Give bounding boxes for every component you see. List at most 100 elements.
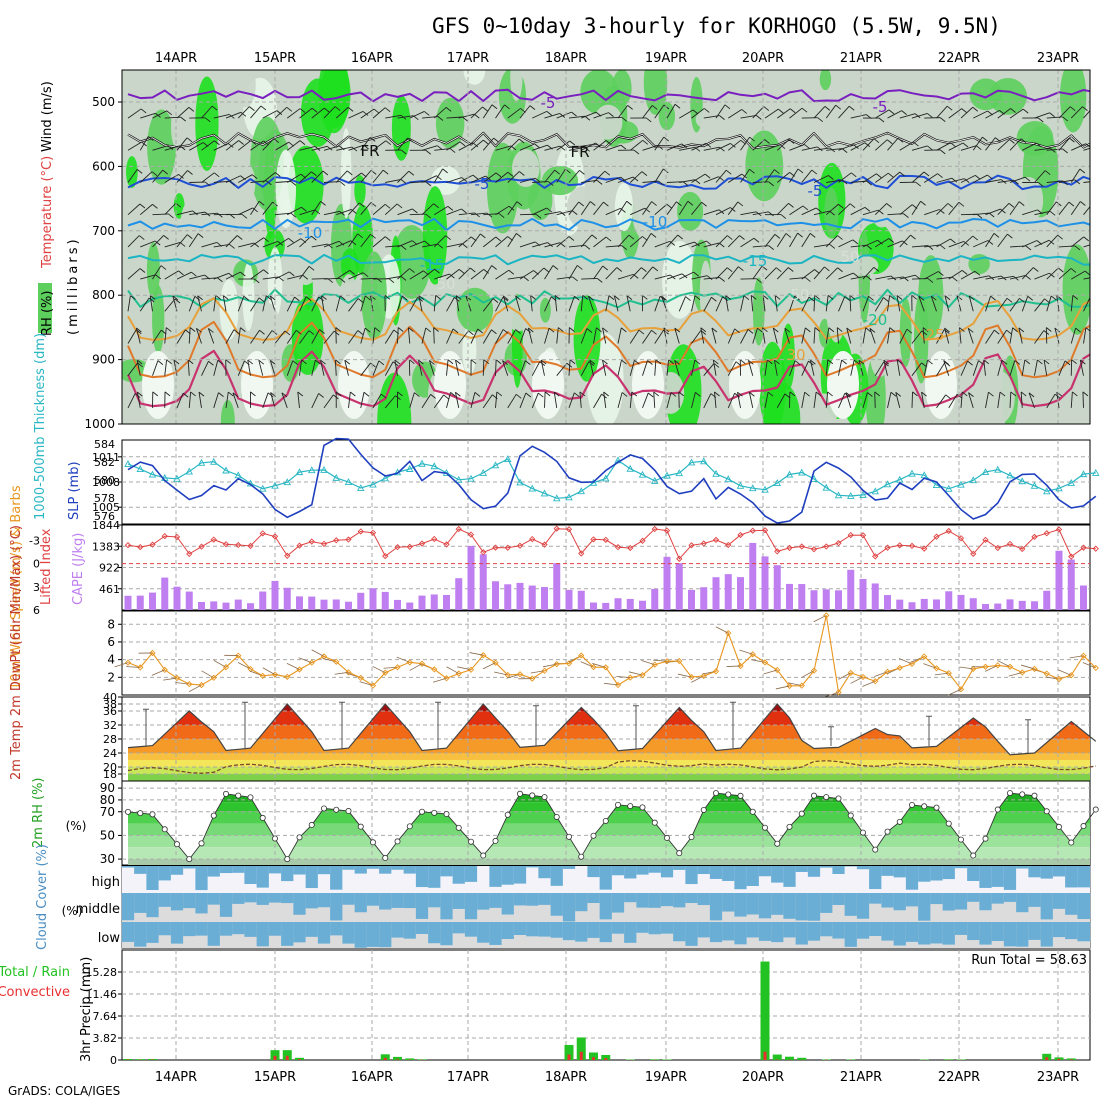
cape-bar — [467, 545, 475, 610]
cloud-cell — [158, 922, 172, 936]
wind-barb — [838, 296, 846, 312]
wind-barb — [784, 328, 790, 344]
wind-barb-flag — [937, 173, 943, 179]
wind-marker — [578, 652, 585, 659]
wind-barb-flag — [906, 328, 913, 334]
wind-marker — [455, 670, 462, 677]
wind-barb — [323, 394, 334, 409]
wind-barb-flag — [434, 268, 440, 274]
wind-barb-flag — [682, 181, 689, 186]
contour-label: -10 — [643, 213, 668, 231]
wind-barb — [653, 391, 656, 408]
rh2m-point — [884, 828, 891, 835]
wind-barb — [397, 295, 403, 312]
wind-barb — [164, 327, 167, 344]
wind-barb-flag — [951, 177, 958, 183]
wind-barb — [335, 295, 341, 312]
wind-barb — [482, 329, 492, 344]
wind-barb — [801, 360, 809, 376]
wind-barb-flag — [849, 203, 856, 209]
wind-barb — [602, 327, 607, 344]
slp-axis-label: SLP (mb) — [67, 461, 82, 520]
wind-barb — [1082, 391, 1084, 408]
wind-barb — [862, 392, 868, 409]
rh2m-point — [1019, 791, 1026, 798]
wind-barb-flag — [196, 327, 202, 333]
wind-barb-flag — [515, 329, 521, 334]
wind-barb — [899, 274, 916, 280]
wind-barb-flag — [229, 114, 235, 119]
wind-barb — [372, 236, 386, 248]
top-date-label: 19APR — [645, 51, 687, 66]
wind-barb-flag — [384, 203, 391, 209]
wind-barb — [530, 670, 545, 674]
cloud-cell — [538, 922, 552, 937]
cloud-cell — [366, 866, 380, 869]
rh2m-point — [1080, 823, 1087, 830]
cloud-cell — [452, 922, 466, 934]
wind-barb — [286, 662, 300, 670]
wind-barb-flag — [136, 169, 143, 174]
wind-barb-flag — [302, 274, 309, 280]
wind-barb — [1083, 205, 1090, 215]
wind-barb — [674, 328, 680, 344]
wind-barb — [470, 106, 483, 119]
axis-tick-label: 30 — [100, 852, 115, 866]
wind-barb — [553, 392, 558, 408]
wind-barb — [887, 327, 891, 344]
wind-barb — [911, 171, 925, 183]
wind-barb-flag — [767, 391, 774, 397]
wind-barb-flag — [459, 141, 466, 147]
wind-barb-flag — [867, 392, 873, 397]
wind-barb-flag — [218, 392, 224, 397]
cape-bar — [859, 578, 867, 610]
wind-marker — [921, 653, 928, 660]
wind-barb-flag — [895, 392, 902, 397]
cloud-cell — [1016, 866, 1029, 869]
wind-barb-flag — [382, 169, 389, 175]
wind-barb-flag — [805, 277, 811, 282]
wind-barb — [126, 666, 141, 668]
wind-barb — [752, 265, 763, 280]
wind-barb — [825, 235, 838, 248]
wind-barb — [482, 265, 493, 280]
wind-barb — [691, 275, 708, 280]
wind-barb — [372, 203, 386, 216]
wind-barb-flag — [175, 202, 182, 208]
axis-tick-label: 90 — [100, 781, 115, 795]
wind-barb — [801, 392, 806, 408]
cloud-cell — [244, 922, 258, 937]
wind-barb — [629, 236, 643, 248]
wind-barb-flag — [1070, 268, 1077, 273]
cloud-cell — [685, 893, 699, 904]
cloud-cell — [624, 922, 637, 943]
wind-barb — [502, 360, 509, 376]
cloud-cell — [281, 866, 294, 882]
cape-bar — [504, 584, 512, 610]
precip-total-bar — [564, 1044, 574, 1060]
precip-total-bar — [576, 1037, 586, 1060]
wind-barb-flag — [1046, 327, 1052, 332]
wind-barb — [581, 111, 597, 119]
temperature-band — [128, 739, 1090, 753]
wind-barb — [323, 145, 340, 151]
wind-barb-flag — [775, 267, 782, 273]
wind-barb-flag — [652, 266, 659, 272]
rh2m-axis-label: 2m RH (%) — [31, 777, 46, 848]
wind-barb — [519, 105, 531, 119]
lifted-index-marker — [1031, 533, 1038, 541]
wind-barb-flag — [959, 327, 965, 332]
cloud-cell — [428, 922, 441, 944]
wind-barb — [801, 169, 813, 183]
wind-barb — [360, 295, 366, 312]
wind-barb — [274, 106, 288, 119]
wind-barb-flag — [548, 327, 555, 333]
bottom-date-label: 18APR — [545, 1070, 587, 1085]
wind-barb-flag — [827, 359, 834, 365]
wind-barb — [1058, 137, 1070, 151]
lifted-index-marker — [516, 542, 524, 549]
wind-barb-flag — [762, 327, 768, 333]
wind-barb-flag — [912, 391, 918, 397]
